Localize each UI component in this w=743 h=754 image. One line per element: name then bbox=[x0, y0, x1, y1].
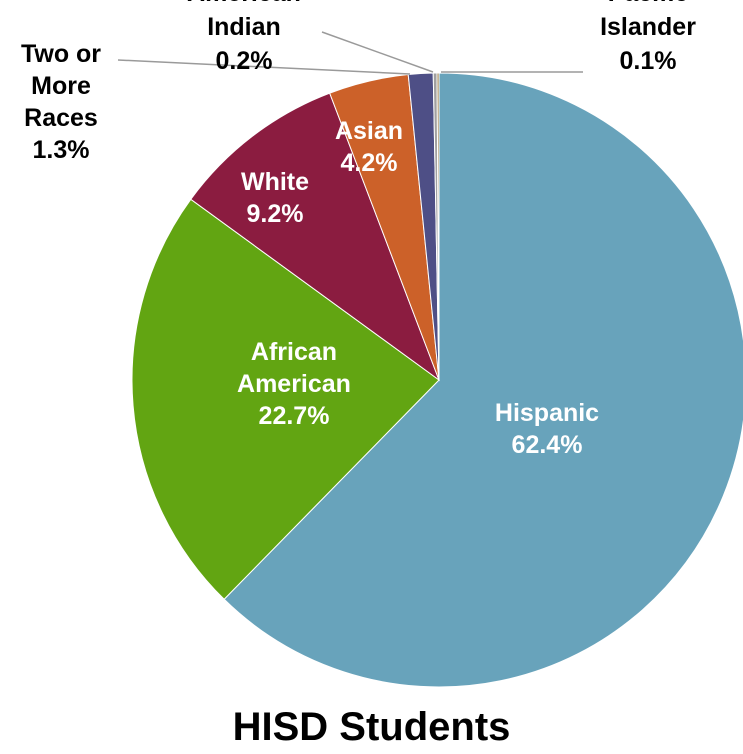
slice-label-line: Hispanic bbox=[495, 399, 599, 427]
chart-title: HISD Students bbox=[232, 705, 511, 749]
pie-slice-pacific-islander bbox=[436, 72, 440, 381]
slice-label-line: American bbox=[187, 0, 301, 7]
slice-label-african-american: African American 22.7% bbox=[237, 338, 351, 430]
slice-label-line: White bbox=[241, 168, 309, 196]
slice-label-two-or-more-races: Two or More Races 1.3% bbox=[21, 40, 101, 164]
leader-line-american-indian bbox=[321, 31, 434, 73]
slice-labels: Hispanic 62.4% African American 22.7% White 9.… bbox=[21, 0, 696, 459]
pie-slice-white bbox=[190, 92, 441, 382]
slice-label-line: Indian bbox=[207, 13, 281, 41]
slice-label-line: Races bbox=[24, 104, 98, 132]
slice-label-white: White 9.2% bbox=[241, 168, 309, 228]
slice-label-line: Pacific bbox=[608, 0, 689, 7]
slice-label-line: 22.7% bbox=[259, 402, 330, 430]
slice-label-line: Islander bbox=[600, 13, 696, 41]
slice-label-line: More bbox=[31, 72, 91, 100]
pie-slice-hispanic bbox=[223, 72, 743, 688]
pie-slice-african-american bbox=[131, 198, 440, 600]
slice-label-american-indian: American Indian 0.2% bbox=[187, 0, 301, 75]
pie-slices bbox=[131, 72, 743, 688]
slice-label-pacific-islander: Pacific Islander 0.1% bbox=[600, 0, 696, 75]
slice-label-line: 4.2% bbox=[341, 149, 398, 177]
slice-label-asian: Asian 4.2% bbox=[335, 117, 403, 177]
slice-label-hispanic: Hispanic 62.4% bbox=[495, 399, 599, 459]
slice-label-line: American bbox=[237, 370, 351, 398]
slice-label-line: 1.3% bbox=[33, 136, 90, 164]
slice-label-line: 62.4% bbox=[512, 431, 583, 459]
slice-label-line: 0.1% bbox=[620, 47, 677, 75]
slice-label-line: Two or bbox=[21, 40, 101, 68]
leader-lines bbox=[117, 31, 583, 75]
pie-chart: Hispanic 62.4% African American 22.7% White 9.… bbox=[21, 0, 743, 688]
leader-line-two-or-more-races bbox=[117, 59, 411, 75]
slice-label-line: 9.2% bbox=[247, 200, 304, 228]
slice-label-line: Asian bbox=[335, 117, 403, 145]
slice-label-line: 0.2% bbox=[216, 47, 273, 75]
slice-label-line: African bbox=[251, 338, 337, 366]
